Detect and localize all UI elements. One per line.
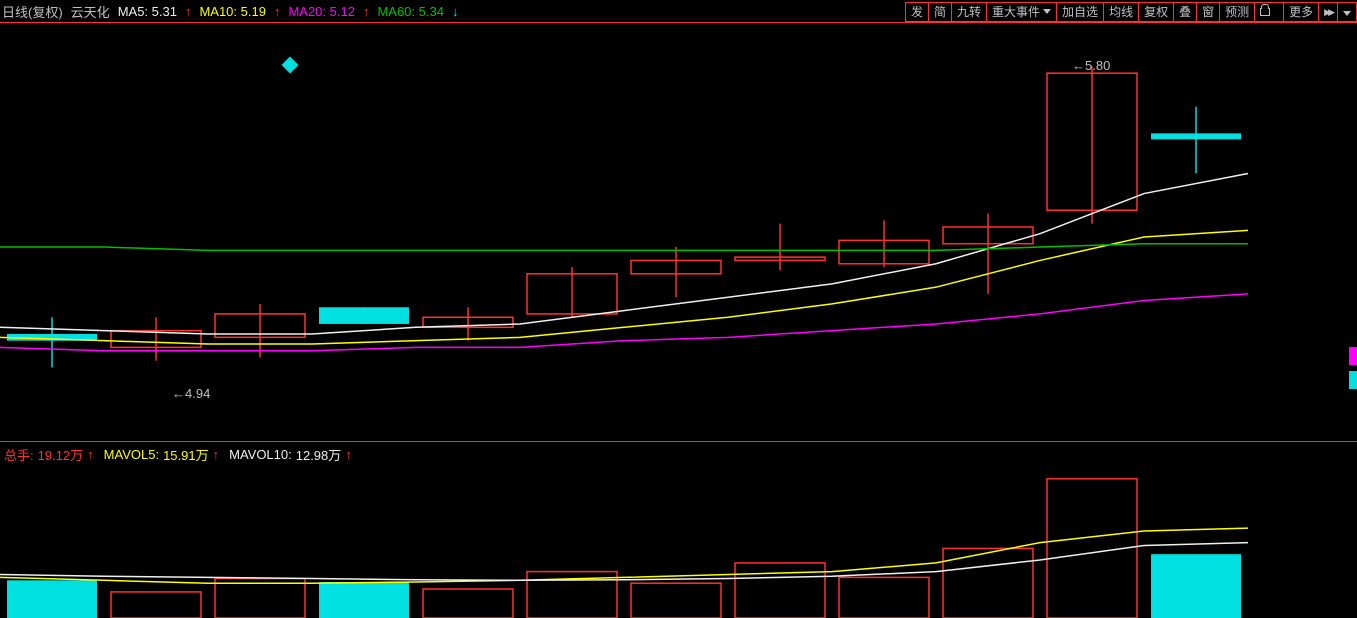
toolbar-die-button[interactable]: 叠 xyxy=(1173,2,1197,22)
ma-label-MA60: MA60: 5.34 xyxy=(377,4,444,19)
arrow-up-icon: ↑ xyxy=(87,447,94,462)
toolbar-more-button[interactable]: 更多 xyxy=(1283,2,1319,22)
toolbar-drop-button[interactable] xyxy=(1337,2,1357,22)
mavol10-value: 12.98万 xyxy=(296,445,342,464)
price-annotation: ←4.94 xyxy=(172,386,210,401)
volume-chart-panel[interactable]: 总手: 19.12万 ↑ MAVOL5: 15.91万 ↑ MAVOL10: 1… xyxy=(0,443,1357,618)
period-label: 日线(复权) xyxy=(2,2,63,21)
mavol10-label: MAVOL10: xyxy=(229,447,292,462)
ma-label-MA10: MA10: 5.19 xyxy=(199,4,266,19)
volume-chart-svg xyxy=(0,443,1357,618)
caret-down xyxy=(1343,3,1351,21)
toolbar-jiuzhuan-button[interactable]: 九转 xyxy=(951,2,987,22)
toolbar-skip-button[interactable] xyxy=(1318,2,1338,22)
toolbar-lock-button[interactable] xyxy=(1254,2,1284,22)
arrow-up-icon: ↑ xyxy=(345,447,352,462)
toolbar: 发简九转重大事件加自选均线复权叠窗预测 更多 xyxy=(905,2,1357,22)
top-bar: 日线(复权) 云天化 MA5: 5.31 ↑ MA10: 5.19 ↑ MA20… xyxy=(0,0,1357,22)
price-chart-panel[interactable]: ←5.80 ←4.94 xyxy=(0,22,1357,442)
axis-marker xyxy=(1349,347,1357,365)
vol-total-value: 19.12万 xyxy=(38,445,84,464)
chart-legend: 日线(复权) 云天化 MA5: 5.31 ↑ MA10: 5.19 ↑ MA20… xyxy=(0,2,464,21)
toolbar-maline-button[interactable]: 均线 xyxy=(1103,2,1139,22)
ma-label-MA5: MA5: 5.31 xyxy=(118,4,177,19)
toolbar-events-button[interactable]: 重大事件 xyxy=(986,2,1057,22)
arrow-dbl-right xyxy=(1324,2,1332,21)
vol-total-label: 总手: xyxy=(4,445,34,464)
price-annotation: ←5.80 xyxy=(1072,58,1110,73)
axis-marker xyxy=(1349,371,1357,389)
arrow-up-icon: ↑ xyxy=(213,447,220,462)
price-chart-svg xyxy=(0,23,1357,441)
toolbar-addfav-button[interactable]: 加自选 xyxy=(1056,2,1104,22)
mavol5-value: 15.91万 xyxy=(163,445,209,464)
toolbar-yuce-button[interactable]: 预测 xyxy=(1219,2,1255,22)
lock-icon xyxy=(1260,3,1278,21)
volume-legend: 总手: 19.12万 ↑ MAVOL5: 15.91万 ↑ MAVOL10: 1… xyxy=(4,445,352,464)
toolbar-fuquan-button[interactable]: 复权 xyxy=(1138,2,1174,22)
stock-name: 云天化 xyxy=(71,2,110,21)
toolbar-chuang-button[interactable]: 窗 xyxy=(1196,2,1220,22)
mavol5-label: MAVOL5: xyxy=(104,447,159,462)
ma-label-MA20: MA20: 5.12 xyxy=(288,4,355,19)
toolbar-jian-button[interactable]: 简 xyxy=(928,2,952,22)
toolbar-fa-button[interactable]: 发 xyxy=(905,2,929,22)
